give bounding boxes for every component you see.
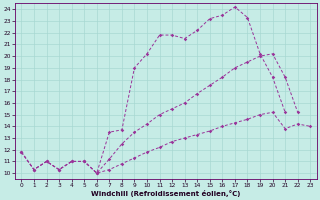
X-axis label: Windchill (Refroidissement éolien,°C): Windchill (Refroidissement éolien,°C) xyxy=(91,190,241,197)
